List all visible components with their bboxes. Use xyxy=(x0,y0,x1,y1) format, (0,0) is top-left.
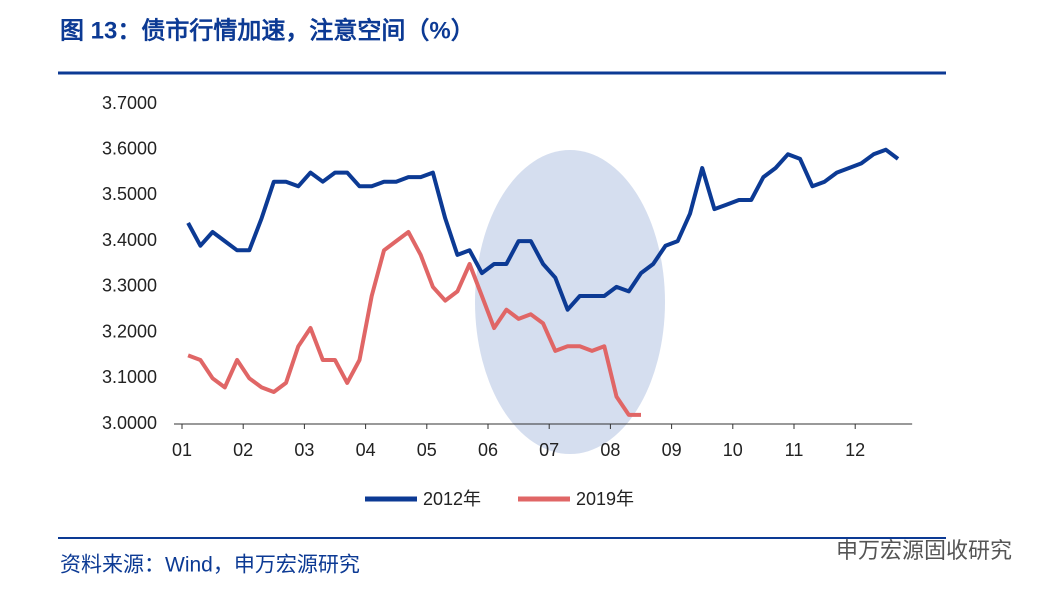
y-tick-label: 3.2000 xyxy=(102,321,157,341)
y-tick-label: 3.7000 xyxy=(102,93,157,113)
y-tick-label: 3.1000 xyxy=(102,367,157,387)
y-tick-label: 3.5000 xyxy=(102,184,157,204)
x-tick-label: 04 xyxy=(356,440,376,460)
x-tick-label: 08 xyxy=(600,440,620,460)
series-line xyxy=(186,147,900,312)
series-line xyxy=(187,230,641,417)
y-tick-label: 3.3000 xyxy=(102,276,157,296)
y-tick-label: 3.0000 xyxy=(102,413,157,433)
x-tick-label: 09 xyxy=(662,440,682,460)
chart-title: 图 13：债市行情加速，注意空间（%） xyxy=(60,16,475,44)
source-note: 资料来源：Wind，申万宏源研究 xyxy=(60,554,360,577)
x-tick-label: 01 xyxy=(172,440,192,460)
watermark: 申万宏源固收研究 xyxy=(836,538,1012,563)
x-tick-label: 02 xyxy=(233,440,253,460)
x-tick-label: 03 xyxy=(294,440,314,460)
x-tick-label: 07 xyxy=(539,440,559,460)
y-tick-label: 3.4000 xyxy=(102,230,157,250)
x-tick-label: 05 xyxy=(417,440,437,460)
y-tick-label: 3.6000 xyxy=(102,138,157,158)
legend-label: 2019年 xyxy=(576,489,634,509)
x-tick-label: 10 xyxy=(723,440,743,460)
highlight-ellipse xyxy=(475,150,665,454)
x-tick-label: 12 xyxy=(845,440,865,460)
legend-label: 2012年 xyxy=(423,489,481,509)
x-tick-label: 11 xyxy=(785,440,804,460)
x-tick-label: 06 xyxy=(478,440,498,460)
